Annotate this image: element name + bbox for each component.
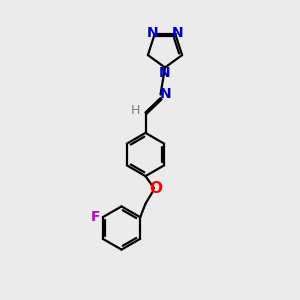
Text: N: N [146, 26, 158, 40]
Text: H: H [131, 103, 141, 117]
Text: N: N [159, 66, 171, 80]
Text: N: N [160, 88, 172, 101]
Text: F: F [91, 210, 100, 224]
Text: O: O [149, 181, 162, 196]
Text: N: N [172, 26, 184, 40]
